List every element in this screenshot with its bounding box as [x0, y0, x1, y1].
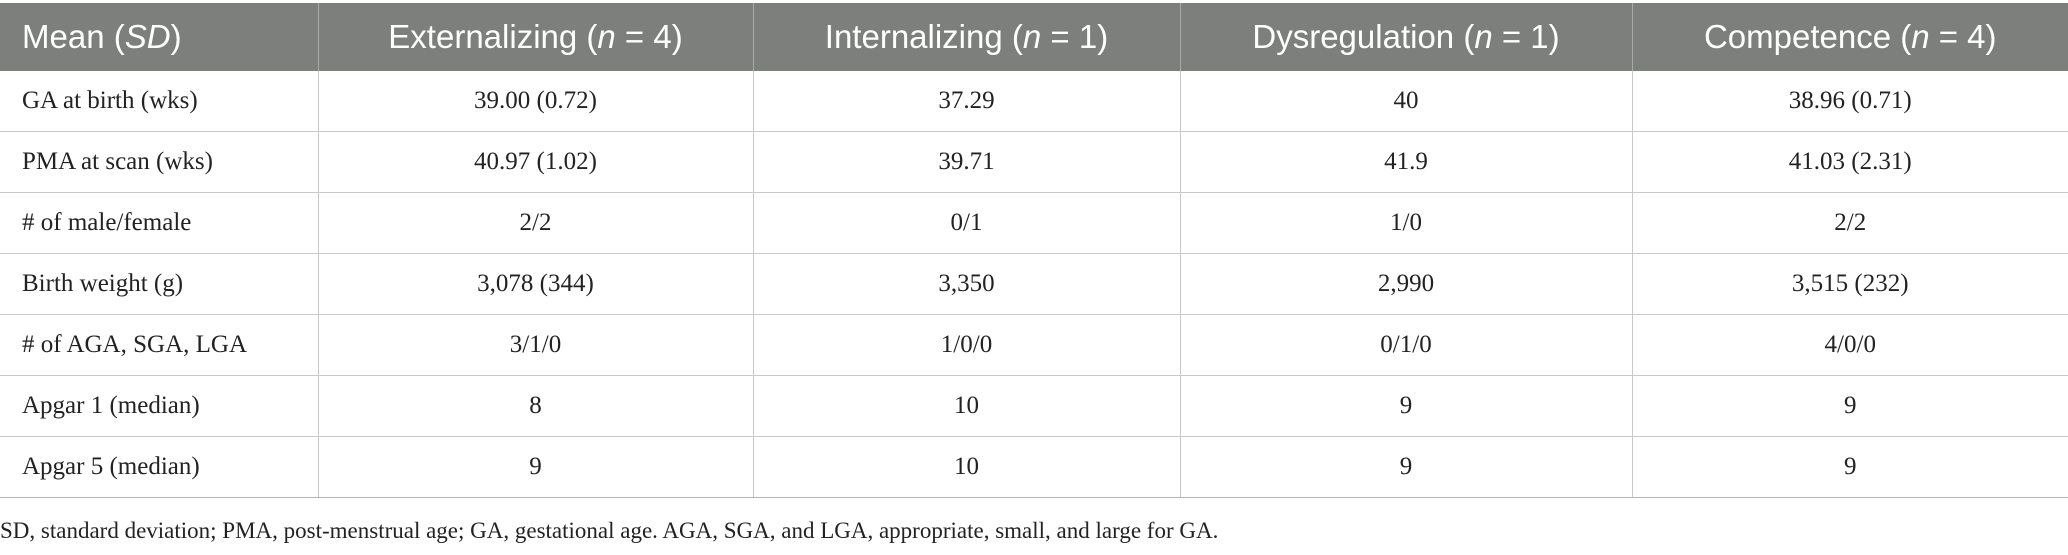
table-cell: 10 [752, 436, 1180, 498]
table-cell: 39.00 (0.72) [317, 71, 753, 132]
header-cell-externalizing: Externalizing (n = 4) [317, 3, 753, 71]
table-cell: 40.97 (1.02) [317, 131, 753, 193]
table-cell: 3/1/0 [317, 314, 753, 376]
table-cell: 41.03 (2.31) [1631, 131, 2068, 193]
table-cell: 0/1/0 [1179, 314, 1632, 376]
table-row: Apgar 5 (median) 9 10 9 9 [0, 436, 2068, 498]
row-label: Birth weight (g) [0, 253, 318, 315]
table-cell: 41.9 [1179, 131, 1632, 193]
table-row: PMA at scan (wks) 40.97 (1.02) 39.71 41.… [0, 131, 2068, 193]
table-row: Apgar 1 (median) 8 10 9 9 [0, 375, 2068, 437]
table-cell: 37.29 [752, 71, 1180, 132]
table-cell: 9 [1179, 375, 1632, 437]
demographics-table: Mean (SD) Externalizing (n = 4) Internal… [0, 3, 2068, 498]
header-cell-competence: Competence (n = 4) [1631, 3, 2068, 71]
table-cell: 1/0/0 [752, 314, 1180, 376]
table-container: Mean (SD) Externalizing (n = 4) Internal… [0, 3, 2068, 498]
row-label: Apgar 1 (median) [0, 375, 318, 437]
row-label: GA at birth (wks) [0, 71, 318, 132]
row-label: # of AGA, SGA, LGA [0, 314, 318, 376]
row-label: Apgar 5 (median) [0, 436, 318, 498]
row-label: # of male/female [0, 192, 318, 254]
table-cell: 3,515 (232) [1631, 253, 2068, 315]
table-footnote: SD, standard deviation; PMA, post-menstr… [0, 518, 1219, 543]
table-cell: 4/0/0 [1631, 314, 2068, 376]
table-cell: 3,350 [752, 253, 1180, 315]
table-cell: 10 [752, 375, 1180, 437]
table-cell: 2/2 [317, 192, 753, 254]
header-row: Mean (SD) Externalizing (n = 4) Internal… [0, 3, 2068, 71]
table-row: GA at birth (wks) 39.00 (0.72) 37.29 40 … [0, 71, 2068, 132]
row-label: PMA at scan (wks) [0, 131, 318, 193]
table-cell: 38.96 (0.71) [1631, 71, 2068, 132]
table-cell: 1/0 [1179, 192, 1632, 254]
table-cell: 39.71 [752, 131, 1180, 193]
header-cell-dysregulation: Dysregulation (n = 1) [1179, 3, 1632, 71]
header-cell-internalizing: Internalizing (n = 1) [752, 3, 1180, 71]
header-cell-mean-sd: Mean (SD) [0, 3, 318, 71]
table-row: # of AGA, SGA, LGA 3/1/0 1/0/0 0/1/0 4/0… [0, 314, 2068, 376]
table-row: # of male/female 2/2 0/1 1/0 2/2 [0, 192, 2068, 254]
table-row: Birth weight (g) 3,078 (344) 3,350 2,990… [0, 253, 2068, 315]
table-cell: 9 [1631, 375, 2068, 437]
table-cell: 9 [317, 436, 753, 498]
table-cell: 0/1 [752, 192, 1180, 254]
table-header: Mean (SD) Externalizing (n = 4) Internal… [0, 3, 2068, 71]
table-cell: 8 [317, 375, 753, 437]
table-cell: 2/2 [1631, 192, 2068, 254]
table-cell: 40 [1179, 71, 1632, 132]
table-cell: 3,078 (344) [317, 253, 753, 315]
table-cell: 9 [1631, 436, 2068, 498]
table-cell: 9 [1179, 436, 1632, 498]
table-cell: 2,990 [1179, 253, 1632, 315]
table-body: GA at birth (wks) 39.00 (0.72) 37.29 40 … [0, 71, 2068, 498]
